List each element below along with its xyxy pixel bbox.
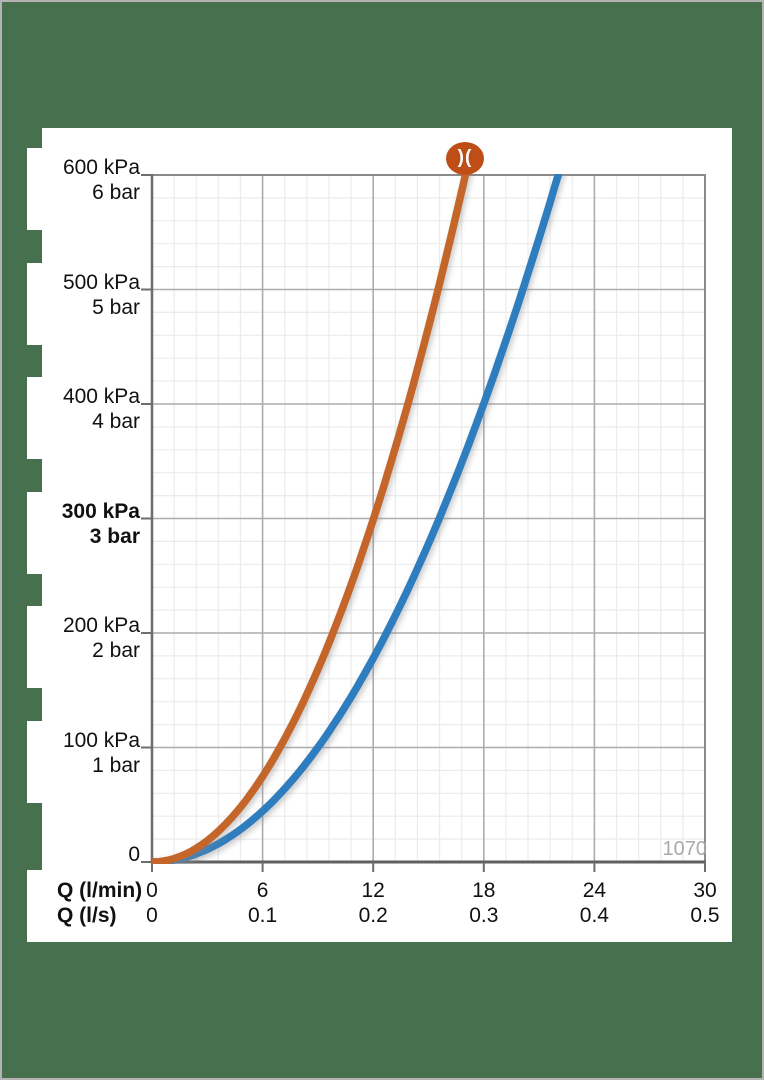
- x-axis-tick-label: 0.3: [469, 904, 499, 927]
- x-axis-row-label-lmin: Q (l/min): [57, 879, 143, 902]
- x-axis-tick-label: 0.4: [579, 904, 609, 927]
- y-axis-tab: [27, 720, 42, 803]
- y-axis-tab: [27, 606, 42, 688]
- y-axis-label: 500 kPa 5 bar: [62, 270, 140, 319]
- y-axis-tab: [27, 148, 42, 230]
- x-axis-tick-label: 12: [361, 879, 385, 902]
- x-axis-tick-label: 24: [582, 879, 607, 902]
- brand-badge: )(: [446, 142, 484, 175]
- y-axis-tab: [27, 377, 42, 459]
- curve-orange: [151, 174, 470, 864]
- chart-id-label: 1070: [662, 838, 708, 860]
- y-axis-tab: [27, 262, 42, 345]
- y-axis-label: 300 kPa 3 bar: [61, 499, 140, 548]
- bottom-left-tab: [27, 870, 42, 942]
- x-axis-tick-label: 0.2: [358, 904, 388, 927]
- x-axis-tick-label: 0: [146, 904, 158, 927]
- y-axis-label: 200 kPa 2 bar: [62, 614, 140, 662]
- curve-blue: [151, 174, 563, 864]
- y-axis-tab: [27, 491, 42, 574]
- y-axis-label: 600 kPa 6 bar: [62, 156, 140, 204]
- x-axis-tick-label: 0: [146, 879, 158, 902]
- y-axis-label: 100 kPa 1 bar: [62, 728, 140, 777]
- y-axis-label: 400 kPa 4 bar: [62, 385, 140, 433]
- x-axis-tick-label: 18: [472, 879, 496, 902]
- x-axis-tick-label: 6: [256, 879, 269, 902]
- x-axis-tick-label: 0.1: [247, 904, 278, 927]
- brand-badge-symbol: )(: [457, 147, 473, 168]
- y-axis-label: 0: [128, 843, 140, 866]
- x-axis-tick-label: 0.5: [690, 904, 720, 927]
- x-axis-row-label-ls: Q (l/s): [57, 904, 117, 927]
- x-axis-tick-label: 30: [693, 879, 717, 902]
